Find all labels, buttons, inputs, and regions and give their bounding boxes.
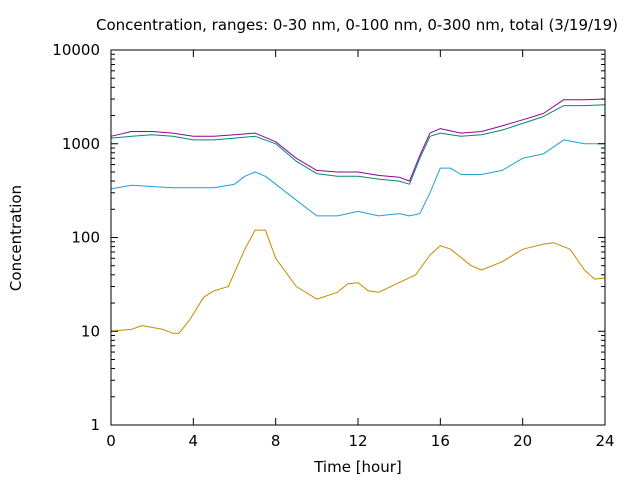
x-tick-label: 8 <box>271 432 281 450</box>
y-axis-label: Concentration <box>7 185 25 291</box>
x-tick-label: 24 <box>595 432 614 450</box>
x-tick-label: 20 <box>513 432 532 450</box>
y-tick-label: 10000 <box>52 41 100 59</box>
x-tick-label: 16 <box>431 432 450 450</box>
y-tick-label: 1000 <box>62 135 100 153</box>
y-tick-label: 100 <box>71 229 100 247</box>
y-tick-label: 1 <box>90 416 100 434</box>
chart-title: Concentration, ranges: 0-30 nm, 0-100 nm… <box>96 16 618 34</box>
x-tick-label: 4 <box>189 432 199 450</box>
x-tick-label: 0 <box>106 432 116 450</box>
x-axis-label: Time [hour] <box>313 458 402 476</box>
ticks-layer: 0 4 8 12 16 20 24 1 10 100 1000 10000 <box>52 41 614 450</box>
series-line-2 <box>110 139 605 217</box>
x-tick-label: 12 <box>348 432 367 450</box>
series-line-4 <box>110 98 606 182</box>
series-line-3 <box>110 104 606 185</box>
series-layer <box>110 98 606 334</box>
y-tick-label: 10 <box>81 322 100 340</box>
series-line-1 <box>110 229 606 334</box>
plot-frame <box>110 49 606 426</box>
